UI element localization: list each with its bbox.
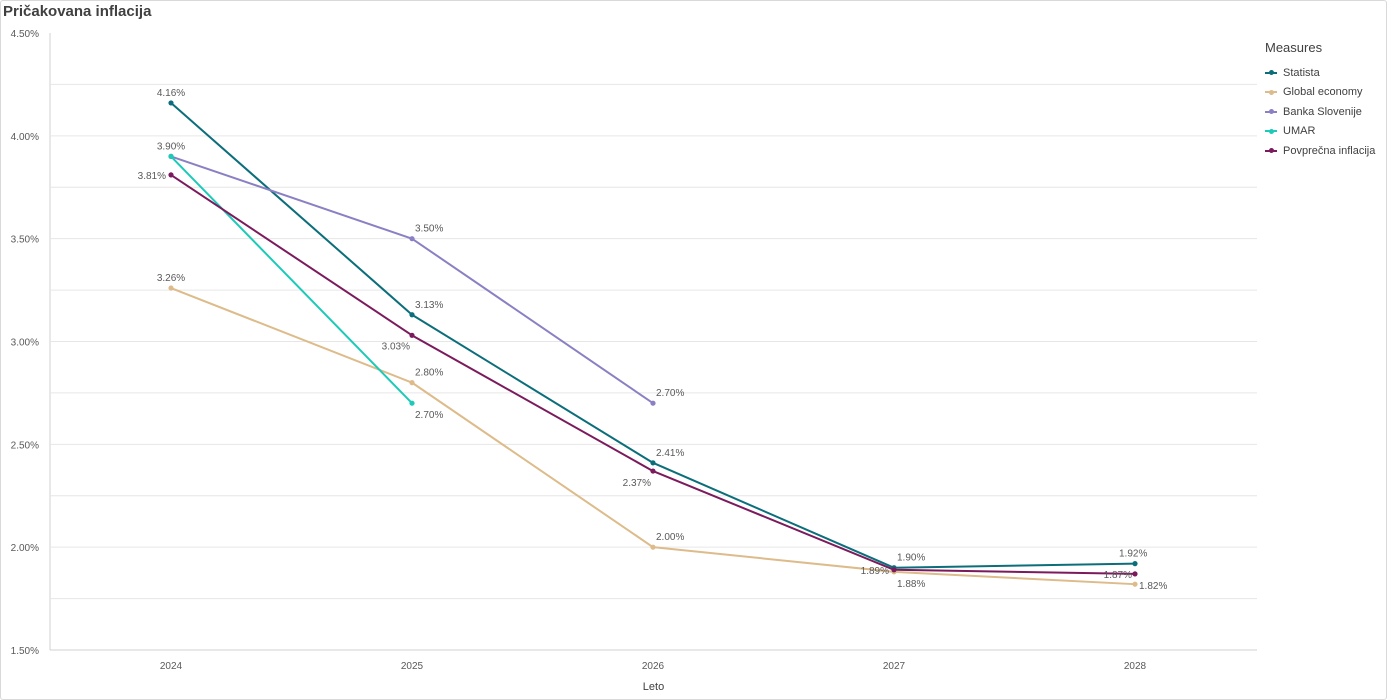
data-point-global-economy[interactable] [650, 544, 656, 550]
data-point-banka-slovenije[interactable] [409, 236, 415, 242]
y-tick-label: 2.50% [11, 440, 39, 451]
x-tick-label: 2025 [401, 661, 424, 672]
series-line-banka-slovenije [170, 155, 654, 405]
data-label-povprecna-inflacija: 2.37% [623, 478, 651, 489]
data-point-povprecna-inflacija[interactable] [891, 567, 897, 573]
legend-item-umar[interactable]: UMAR [1265, 122, 1385, 142]
data-label-global-economy: 2.80% [415, 368, 443, 379]
series-line-global-economy [170, 287, 1136, 586]
data-point-povprecna-inflacija[interactable] [168, 172, 174, 178]
legend-swatch-icon [1265, 68, 1277, 78]
y-tick-label: 3.50% [11, 235, 39, 246]
data-point-statista[interactable] [650, 460, 656, 466]
legend-swatch-icon [1265, 107, 1277, 117]
legend-swatch-icon [1265, 87, 1277, 97]
data-label-statista: 4.16% [157, 88, 185, 99]
x-tick-label: 2027 [883, 661, 906, 672]
x-axis: 2024 2025 2026 2027 2028 [160, 661, 1147, 672]
legend-item-statista[interactable]: Statista [1265, 63, 1385, 83]
legend-swatch-icon [1265, 146, 1277, 156]
data-point-povprecna-inflacija[interactable] [1132, 571, 1138, 577]
data-label-povprecna-inflacija: 1.87% [1104, 570, 1132, 581]
legend-items: Statista Global economy Banka Slovenije UMA… [1265, 63, 1385, 161]
data-label-global-economy: 1.88% [897, 579, 925, 590]
legend-item-label: Banka Slovenije [1283, 105, 1362, 118]
y-tick-label: 4.50% [11, 29, 39, 40]
legend-item-global-economy[interactable]: Global economy [1265, 83, 1385, 103]
data-labels: 4.16% 3.13% 2.41% 1.90% 1.92% 3.26% 2.80% 2.00%… [138, 88, 1168, 592]
data-point-banka-slovenije[interactable] [650, 400, 656, 406]
data-label-povprecna-inflacija: 3.81% [138, 171, 166, 182]
data-point-statista[interactable] [409, 312, 415, 318]
data-label-povprecna-inflacija: 1.89% [861, 566, 889, 577]
data-point-povprecna-inflacija[interactable] [409, 332, 415, 338]
series-line-umar [170, 155, 413, 405]
y-tick-label: 3.00% [11, 338, 39, 349]
legend-item-povprecna-inflacija[interactable]: Povprečna inflacija [1265, 141, 1385, 161]
data-point-global-economy[interactable] [1132, 581, 1138, 587]
data-label-banka-slovenije: 3.50% [415, 224, 443, 235]
legend-item-banka-slovenije[interactable]: Banka Slovenije [1265, 102, 1385, 122]
data-label-banka-slovenije: 3.90% [157, 141, 185, 152]
data-label-banka-slovenije: 2.70% [656, 388, 684, 399]
data-point-umar[interactable] [168, 153, 174, 159]
data-label-global-economy: 3.26% [157, 273, 185, 284]
legend-item-label: Statista [1283, 66, 1320, 79]
legend: Measures Statista Global economy Banka Slo… [1265, 40, 1385, 161]
legend-swatch-icon [1265, 126, 1277, 136]
x-axis-title: Leto [643, 681, 664, 693]
grid-lines [49, 33, 1257, 651]
data-point-povprecna-inflacija[interactable] [650, 468, 656, 474]
data-label-statista: 2.41% [656, 448, 684, 459]
data-label-statista: 3.13% [415, 300, 443, 311]
data-point-statista[interactable] [1132, 561, 1138, 567]
legend-item-label: UMAR [1283, 125, 1316, 138]
series-line-statista [170, 101, 1136, 569]
y-axis: 1.50% 2.00% 2.50% 3.00% 3.50% 4.00% 4.50% [11, 29, 39, 657]
chart-title: Pričakovana inflacija [3, 3, 152, 20]
x-tick-label: 2028 [1124, 661, 1147, 672]
data-label-umar: 2.70% [415, 410, 443, 421]
x-tick-label: 2024 [160, 661, 183, 672]
data-point-statista[interactable] [168, 100, 174, 106]
data-label-global-economy: 1.82% [1139, 581, 1167, 592]
series-lines [170, 101, 1136, 586]
data-point-umar[interactable] [409, 400, 415, 406]
legend-item-label: Povprečna inflacija [1283, 144, 1376, 157]
y-tick-label: 2.00% [11, 543, 39, 554]
legend-title: Measures [1265, 40, 1323, 55]
data-label-global-economy: 2.00% [656, 532, 684, 543]
data-label-statista: 1.92% [1119, 549, 1147, 560]
series-points[interactable] [168, 100, 1138, 587]
data-point-global-economy[interactable] [409, 380, 415, 386]
data-label-statista: 1.90% [897, 553, 925, 564]
x-tick-label: 2026 [642, 661, 665, 672]
data-label-povprecna-inflacija: 3.03% [382, 341, 410, 352]
y-tick-label: 4.00% [11, 132, 39, 143]
y-tick-label: 1.50% [11, 646, 39, 657]
series-line-povprecna-inflacija [170, 173, 1136, 575]
legend-item-label: Global economy [1283, 86, 1363, 99]
data-point-global-economy[interactable] [168, 285, 174, 291]
